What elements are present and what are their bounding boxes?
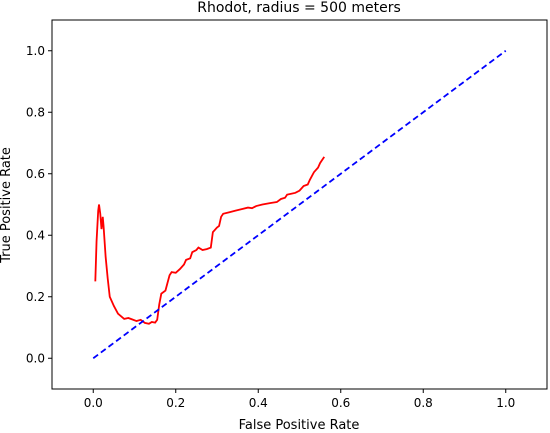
x-axis-ticks: 0.0 0.2 0.4 0.6 0.8 1.0 bbox=[84, 389, 515, 410]
y-axis-ticks: 0.0 0.2 0.4 0.6 0.8 1.0 bbox=[26, 44, 52, 365]
diagonal-reference-line bbox=[92, 50, 507, 359]
x-axis-label: False Positive Rate bbox=[239, 418, 360, 433]
y-tick-label: 0.2 bbox=[26, 290, 45, 304]
roc-curve-line bbox=[94, 156, 325, 325]
y-tick-label: 1.0 bbox=[26, 44, 45, 58]
y-tick-label: 0.0 bbox=[26, 351, 45, 365]
x-tick-label: 0.4 bbox=[249, 396, 268, 410]
x-tick-label: 0.2 bbox=[166, 396, 185, 410]
chart-title: Rhodot, radius = 500 meters bbox=[197, 0, 401, 16]
x-tick-label: 0.0 bbox=[84, 396, 103, 410]
series-layer bbox=[92, 50, 507, 359]
y-axis-label: True Positive Rate bbox=[0, 147, 14, 264]
y-tick-label: 0.6 bbox=[26, 167, 45, 181]
y-tick-label: 0.4 bbox=[26, 228, 45, 242]
x-tick-label: 0.8 bbox=[414, 396, 433, 410]
y-tick-label: 0.8 bbox=[26, 105, 45, 119]
x-tick-label: 1.0 bbox=[496, 396, 515, 410]
plot-area: 0.0 0.2 0.4 0.6 0.8 1.0 0.0 0.2 0.4 0.6 0.8 1.0 bbox=[26, 19, 548, 410]
x-tick-label: 0.6 bbox=[331, 396, 350, 410]
plot-frame bbox=[51, 19, 548, 390]
